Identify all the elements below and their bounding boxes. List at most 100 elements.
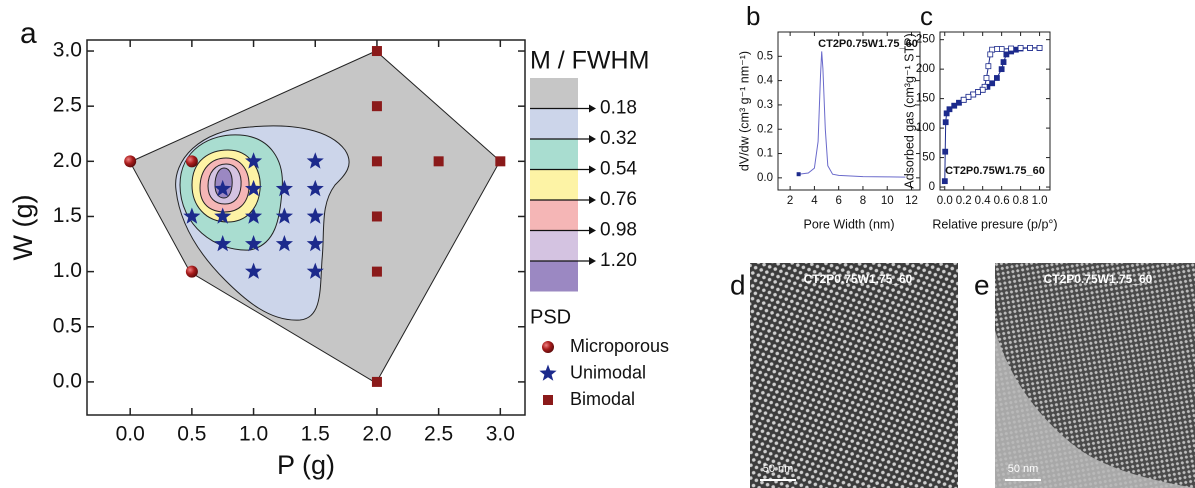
marker bbox=[965, 93, 972, 100]
marker bbox=[371, 376, 382, 387]
legend-label: Unimodal bbox=[570, 362, 646, 382]
marker bbox=[124, 155, 137, 168]
annotation: CT2P0.75W1.75_60 bbox=[945, 165, 1045, 177]
panel-label: e bbox=[974, 269, 990, 300]
plot-frame bbox=[777, 31, 921, 191]
x-axis-label: P (g) bbox=[277, 450, 335, 480]
marker bbox=[993, 46, 1000, 52]
marker bbox=[985, 63, 992, 70]
plot-frame bbox=[939, 31, 1051, 191]
marker bbox=[306, 235, 324, 252]
x-tick-label: 1.0 bbox=[1032, 195, 1048, 207]
marker bbox=[433, 156, 444, 167]
x-axis-label: Pore Width (nm) bbox=[804, 217, 895, 231]
colorbar-band bbox=[530, 169, 578, 200]
image-caption: CT2P0.75W1.75_60 bbox=[1044, 272, 1153, 286]
marker bbox=[245, 207, 263, 224]
legend-label: Bimodal bbox=[570, 389, 635, 409]
colorbar-band bbox=[530, 108, 578, 139]
marker bbox=[542, 341, 554, 353]
y-tick-label: 1.0 bbox=[53, 259, 82, 282]
x-tick-label: 2 bbox=[787, 195, 793, 207]
colorbar-label: 0.98 bbox=[600, 220, 637, 241]
y-tick-label: 50 bbox=[922, 152, 935, 164]
scale-bar-label: 50 nm bbox=[1008, 463, 1039, 475]
marker bbox=[214, 179, 232, 197]
colorbar-label: 0.32 bbox=[600, 128, 637, 149]
marker bbox=[1003, 51, 1010, 58]
marker bbox=[796, 172, 801, 177]
y-axis-label: W (g) bbox=[8, 195, 38, 261]
marker bbox=[942, 119, 949, 126]
colorbar-arrow bbox=[589, 165, 596, 174]
colorbar-label: 0.54 bbox=[600, 159, 637, 180]
colorbar-band bbox=[530, 139, 578, 170]
annotation: CT2P0.75W1.75_60 bbox=[818, 38, 918, 50]
y-tick-label: 200 bbox=[916, 63, 935, 75]
marker bbox=[245, 235, 263, 252]
marker bbox=[970, 91, 977, 98]
y-tick-label: 3.0 bbox=[53, 39, 82, 62]
plot-frame bbox=[86, 39, 526, 416]
marker bbox=[975, 89, 981, 96]
colorbar-label: 1.20 bbox=[600, 250, 637, 271]
legend-title: PSD bbox=[530, 306, 571, 328]
marker bbox=[183, 207, 201, 224]
data-line bbox=[798, 51, 906, 178]
y-tick-label: 0.0 bbox=[53, 369, 82, 392]
x-tick-label: 6 bbox=[835, 195, 841, 207]
x-tick-label: 12 bbox=[905, 195, 918, 207]
y-tick-label: 100 bbox=[916, 122, 935, 134]
marker bbox=[956, 99, 962, 106]
y-tick-label: 1.5 bbox=[53, 204, 82, 227]
marker bbox=[989, 46, 996, 53]
y-tick-label: 0.2 bbox=[757, 123, 773, 135]
marker bbox=[998, 46, 1005, 52]
y-axis-label: Adsorbed gas (cm³g⁻¹ STP) bbox=[902, 33, 916, 188]
marker bbox=[371, 266, 382, 277]
marker bbox=[941, 178, 948, 185]
colorbar-arrow bbox=[589, 104, 596, 113]
panel-label: a bbox=[20, 17, 37, 50]
colorbar-arrow bbox=[589, 226, 596, 235]
y-tick-label: 0.5 bbox=[757, 50, 773, 62]
marker bbox=[371, 101, 382, 112]
marker bbox=[987, 51, 994, 58]
marker bbox=[275, 235, 293, 252]
panel-label: c bbox=[920, 1, 933, 31]
colorbar-label: 0.76 bbox=[600, 189, 637, 210]
y-tick-label: 2.0 bbox=[53, 149, 82, 172]
y-tick-label: 0.3 bbox=[757, 99, 773, 111]
marker bbox=[1000, 59, 1007, 65]
y-tick-label: 0.4 bbox=[757, 75, 774, 87]
marker bbox=[495, 156, 506, 167]
marker bbox=[245, 179, 263, 197]
y-tick-label: 0.1 bbox=[757, 148, 773, 160]
x-tick-label: 3.0 bbox=[486, 422, 515, 445]
x-axis-label: Relative presure (p/p°) bbox=[932, 217, 1057, 231]
marker bbox=[983, 75, 990, 81]
y-tick-label: 0 bbox=[929, 181, 935, 193]
marker bbox=[946, 106, 953, 113]
marker bbox=[275, 179, 293, 197]
x-tick-label: 8 bbox=[860, 195, 866, 207]
y-axis-label: dV/dw (cm³ g⁻¹ nm⁻¹) bbox=[737, 51, 751, 171]
colorbar-label: 0.18 bbox=[600, 98, 637, 119]
x-tick-label: 1.0 bbox=[239, 422, 268, 445]
marker bbox=[275, 207, 293, 224]
marker bbox=[306, 152, 324, 169]
marker bbox=[306, 179, 324, 197]
scale-bar-label: 50 nm bbox=[763, 463, 794, 475]
tem-edge bbox=[995, 330, 1195, 488]
x-tick-label: 0.8 bbox=[1013, 195, 1029, 207]
tem-image bbox=[750, 263, 958, 488]
colorbar-arrow bbox=[589, 196, 596, 204]
x-tick-label: 0.4 bbox=[975, 195, 992, 207]
panel-label: b bbox=[746, 1, 760, 31]
marker bbox=[942, 148, 949, 155]
marker bbox=[371, 46, 382, 57]
marker bbox=[371, 156, 382, 167]
marker bbox=[214, 235, 232, 252]
marker bbox=[245, 152, 263, 169]
marker bbox=[1008, 45, 1015, 52]
